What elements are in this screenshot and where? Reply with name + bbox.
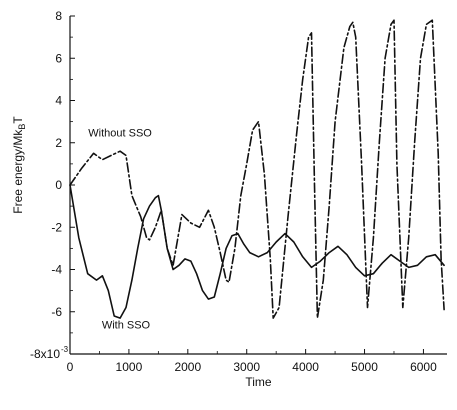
y-tick-label: -2 [51, 220, 62, 234]
x-tick-label: 1000 [116, 360, 143, 374]
y-tick-label: 2 [55, 136, 62, 150]
y-tick-label: 8 [55, 9, 62, 23]
x-tick-label: 3000 [233, 360, 260, 374]
y-tick-label: -6 [51, 305, 62, 319]
annotation-label-2: With SSO [102, 320, 151, 332]
x-tick-label: 0 [67, 360, 74, 374]
y-tick-label: 0 [55, 178, 62, 192]
labels-layer: 8 6 4 2 0 -2 -4 -6 -8x10 -3 0 1000 2000 3000 4000 5000 6… [11, 9, 437, 389]
x-tick-label: 4000 [292, 360, 319, 374]
series-line-1 [69, 19, 445, 319]
y-bottom-tick-exponent: -3 [61, 345, 69, 354]
y-axis-title: Free energy/MkBT [11, 116, 27, 214]
y-tick-label: 6 [55, 51, 62, 65]
series-line-2 [69, 184, 445, 319]
y-bottom-tick-label: -8x10 [30, 347, 60, 361]
y-tick-label: -4 [51, 263, 62, 277]
annotation-label-1: Without SSO [88, 127, 152, 139]
x-tick-label: 6000 [410, 360, 437, 374]
x-axis-title: Time [245, 375, 272, 389]
x-tick-label: 2000 [174, 360, 201, 374]
x-tick-label: 5000 [351, 360, 378, 374]
y-tick-label: 4 [55, 94, 62, 108]
series-layer [69, 19, 445, 319]
